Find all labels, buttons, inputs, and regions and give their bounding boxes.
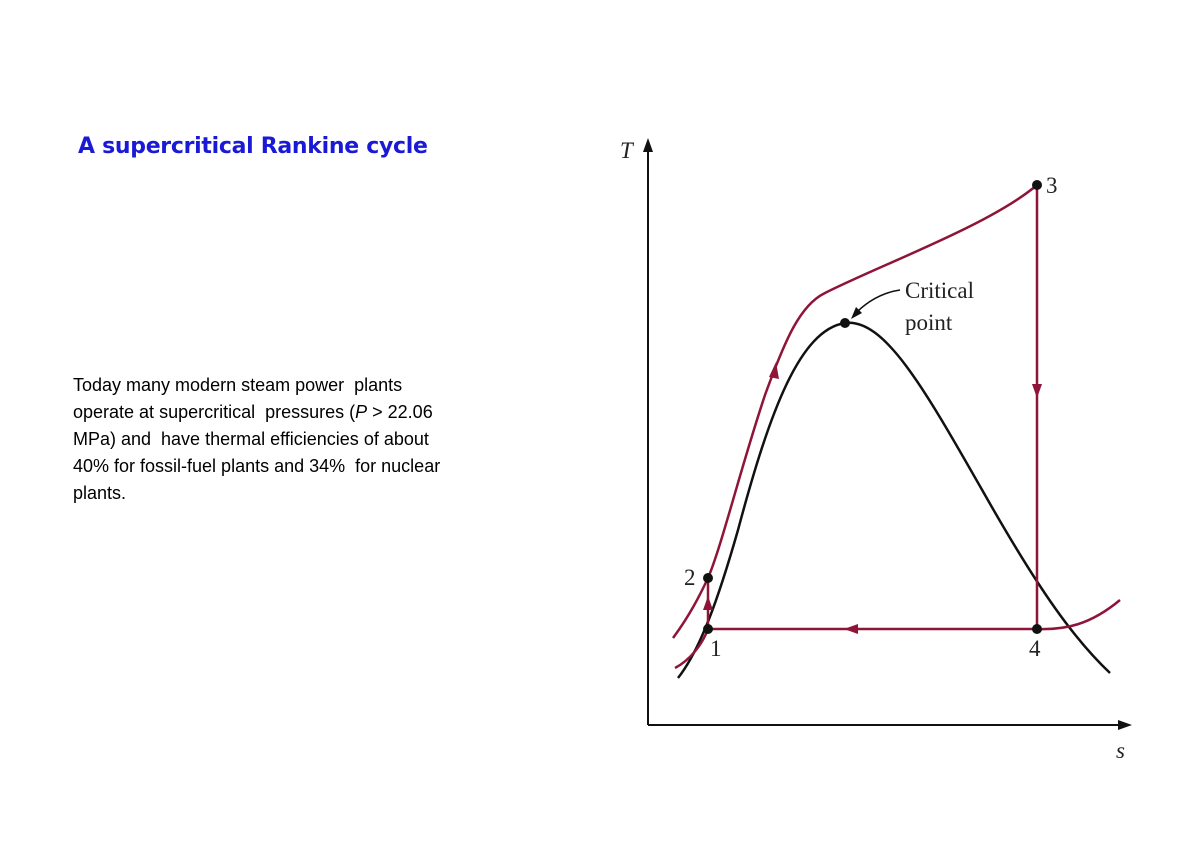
state-point <box>703 624 713 634</box>
text: 40% for fossil-fuel plants and 34% for n… <box>73 456 441 476</box>
critical-point <box>840 318 850 328</box>
cycle <box>671 184 1121 670</box>
compressed-line <box>671 577 710 639</box>
point-label: 4 <box>1029 636 1041 661</box>
arrowhead <box>851 307 862 319</box>
arrow <box>769 362 779 379</box>
annotation: point <box>905 310 953 335</box>
body-text: Today many modern steam power plants ope… <box>73 372 440 507</box>
body-line: 40% for fossil-fuel plants and 34% for n… <box>73 453 440 480</box>
axis-label: T <box>620 138 635 163</box>
axis-label: s <box>1116 738 1125 763</box>
body-line: Today many modern steam power plants <box>73 372 440 399</box>
slide-title: A supercritical Rankine cycle <box>78 134 428 159</box>
point-label: 1 <box>710 636 722 661</box>
text: plants. <box>73 483 127 503</box>
text: MPa) and have thermal efficiencies of ab… <box>73 429 429 449</box>
arrow <box>703 596 713 610</box>
state-point <box>1032 180 1042 190</box>
heat-addition <box>706 184 1038 579</box>
state-point <box>1032 624 1042 634</box>
text: Today many modern steam power plants <box>73 375 403 395</box>
arrow <box>1032 384 1042 398</box>
point-label: 2 <box>684 565 696 590</box>
body-line: MPa) and have thermal efficiencies of ab… <box>73 426 440 453</box>
body-line: plants. <box>73 480 440 507</box>
text: operate at supercritical pressures ( <box>73 402 356 422</box>
body-line: operate at supercritical pressures (P > … <box>73 399 440 426</box>
saturation-dome <box>677 321 1111 679</box>
state-point <box>703 573 713 583</box>
arrowhead <box>643 138 653 152</box>
annotation: Critical <box>905 278 974 303</box>
arrow <box>844 624 858 634</box>
text: > 22.06 <box>367 402 433 422</box>
symbol: P <box>355 402 368 422</box>
state-points <box>703 180 1042 634</box>
superheated-line <box>1036 599 1121 631</box>
point-label: 3 <box>1046 173 1058 198</box>
arrowhead <box>1118 720 1132 730</box>
axes <box>647 150 1122 726</box>
